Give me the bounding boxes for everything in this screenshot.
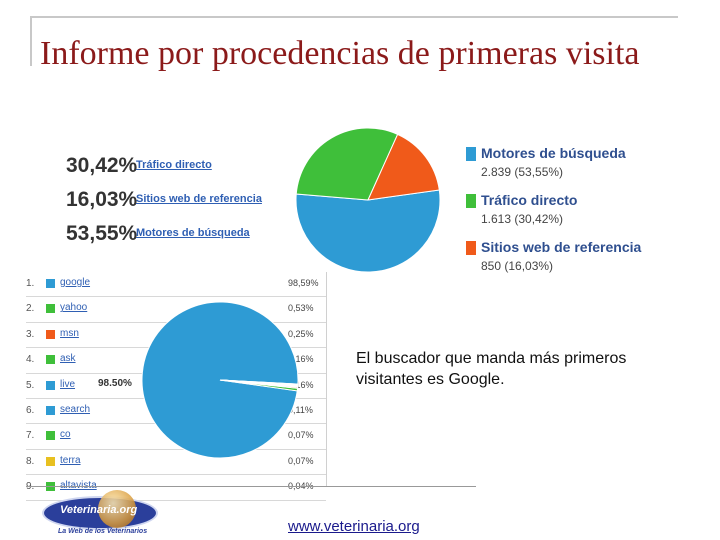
summary-percentage: 53,55% (66, 222, 138, 245)
summary-link-search[interactable]: Motores de búsqueda (136, 227, 250, 239)
bottom-divider (26, 486, 476, 487)
row-color-swatch (46, 431, 55, 441)
logo-text: Veterinaria.org (60, 504, 138, 516)
row-rank: 8. (26, 455, 35, 467)
row-engine-link[interactable]: search (60, 403, 91, 415)
row-percentage: 0,25% (288, 328, 314, 339)
traffic-pie-slice-3 (367, 133, 440, 201)
legend-value: 2.839 (53,55%) (481, 165, 564, 179)
row-rank: 7. (26, 430, 35, 442)
row-engine-link[interactable]: yahoo (60, 302, 88, 314)
search-engines-pie-chart (141, 301, 299, 459)
row-engine-link[interactable]: msn (60, 327, 79, 339)
legend-name: Motores de búsqueda (481, 145, 626, 161)
row-color-swatch (46, 405, 55, 415)
legend-swatch (466, 147, 476, 161)
legend-item: Tráfico directo 1.613 (30,42%) (466, 192, 696, 239)
table-row: 1. google 98,59% (26, 272, 326, 298)
traffic-sources-pie-chart (295, 127, 441, 273)
row-color-swatch (46, 456, 55, 466)
summary-link-referral[interactable]: Sitios web de referencia (136, 193, 262, 205)
summary-row: 53,55% Motores de búsqueda (58, 218, 288, 252)
row-rank: 3. (26, 328, 35, 340)
traffic-pie-slice-1 (295, 189, 441, 273)
row-color-swatch (46, 329, 55, 339)
traffic-pie-slice-2 (295, 127, 399, 201)
legend-swatch (466, 241, 476, 255)
table-divider (326, 272, 327, 486)
row-rank: 1. (26, 278, 35, 289)
row-percentage: 0,16% (288, 379, 314, 390)
row-engine-link[interactable]: co (60, 429, 71, 441)
summary-row: 16,03% Sitios web de referencia (58, 184, 288, 218)
row-color-swatch (46, 380, 55, 390)
engine-pie-slice-9 (219, 379, 299, 385)
row-percentage: 0,07% (288, 430, 314, 441)
row-color-swatch (46, 355, 55, 365)
traffic-summary: 30,42% Tráfico directo 16,03% Sitios web… (58, 150, 288, 252)
engine-pie-slice-1 (141, 301, 299, 459)
legend-name: Sitios web de referencia (481, 239, 642, 255)
summary-percentage: 16,03% (66, 188, 138, 211)
veterinaria-logo: Veterinaria.org La Web de los Veterinari… (36, 490, 166, 538)
row-color-swatch (46, 304, 55, 314)
row-percentage: 0,11% (288, 404, 313, 415)
legend-value: 850 (16,03%) (481, 259, 554, 273)
row-engine-link[interactable]: altavista (60, 480, 97, 492)
table-row: 8. terra 0,07% (26, 450, 326, 476)
row-rank: 4. (26, 354, 35, 366)
frame-top-line (30, 16, 678, 18)
summary-percentage: 30,42% (66, 154, 138, 177)
slide-title: Informe por procedencias de primeras vis… (40, 35, 640, 72)
row-percentage: 0,07% (288, 455, 314, 466)
logo-tagline: La Web de los Veterinarios (58, 528, 148, 535)
row-percentage: 0,16% (288, 354, 314, 365)
row-engine-link[interactable]: ask (60, 353, 76, 365)
row-rank: 5. (26, 379, 35, 391)
pie-slice-label: 98.50% (98, 378, 132, 389)
legend-name: Tráfico directo (481, 192, 578, 208)
legend-item: Motores de búsqueda 2.839 (53,55%) (466, 145, 696, 192)
search-engine-table: 1. google 98,59% 2. yahoo 0,53% 3. msn 0,25% 4. as… (26, 272, 326, 501)
legend-swatch (466, 194, 476, 208)
globe-icon (98, 490, 136, 528)
frame-left-line (30, 16, 32, 66)
conclusion-text: El buscador que manda más primeros visit… (356, 350, 627, 388)
website-link[interactable]: www.veterinaria.org (288, 518, 420, 535)
legend-item: Sitios web de referencia 850 (16,03%) (466, 239, 696, 286)
summary-link-direct[interactable]: Tráfico directo (136, 159, 212, 171)
row-percentage: 98,59% (288, 278, 319, 288)
row-rank: 2. (26, 303, 35, 315)
row-rank: 6. (26, 404, 35, 416)
summary-row: 30,42% Tráfico directo (58, 150, 288, 184)
row-color-swatch (46, 279, 55, 288)
row-engine-link[interactable]: terra (60, 454, 81, 466)
row-percentage: 0,53% (288, 303, 314, 314)
legend-value: 1.613 (30,42%) (481, 212, 564, 226)
table-row: 7. co 0,07% (26, 424, 326, 450)
row-engine-link[interactable]: google (60, 277, 91, 288)
row-engine-link[interactable]: live (60, 378, 76, 390)
pie-legend: Motores de búsqueda 2.839 (53,55%) Tráfi… (466, 145, 696, 286)
